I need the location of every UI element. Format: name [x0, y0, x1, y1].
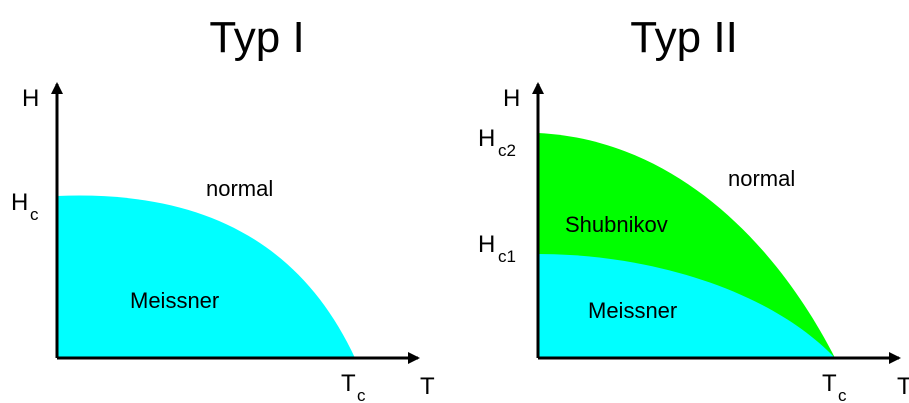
panel-type-2: Typ II H T H c2 H c1 T c normal Shubniko… — [478, 13, 909, 403]
meissner-region-label-type-1: Meissner — [130, 288, 219, 313]
panel-1-title: Typ I — [209, 13, 304, 62]
hc2-label-sub: c2 — [498, 141, 516, 160]
y-axis-label-type-1: H — [22, 85, 39, 112]
meissner-region-label-type-2: Meissner — [588, 298, 677, 323]
y-axis-label-type-2: H — [503, 85, 520, 112]
critical-field-label-type-1: H c — [11, 189, 39, 224]
meissner-region-type-2 — [538, 254, 835, 358]
normal-region-label-type-1: normal — [206, 176, 273, 201]
hc-label-sub: c — [30, 205, 39, 224]
tc-label-main: T — [341, 370, 356, 397]
panel-type-1: Typ I H T H c T c normal Meissner — [11, 13, 435, 403]
tc2-label-main: T — [822, 370, 837, 397]
shubnikov-region-label: Shubnikov — [565, 212, 668, 237]
critical-temperature-label-type-2: T c — [822, 370, 847, 403]
critical-temperature-label-type-1: T c — [341, 370, 366, 403]
x-axis-label-type-2: T — [897, 373, 909, 400]
panel-2-title: Typ II — [630, 13, 738, 62]
lower-critical-field-label: H c1 — [478, 231, 516, 266]
x-axis-label-type-1: T — [420, 373, 435, 400]
hc2-label-main: H — [478, 125, 495, 152]
meissner-region-type-1 — [57, 195, 355, 358]
tc2-label-sub: c — [838, 386, 847, 403]
normal-region-label-type-2: normal — [728, 166, 795, 191]
hc-label-main: H — [11, 189, 28, 216]
hc1-label-main: H — [478, 231, 495, 258]
hc1-label-sub: c1 — [498, 247, 516, 266]
tc-label-sub: c — [357, 386, 366, 403]
upper-critical-field-label: H c2 — [478, 125, 516, 160]
